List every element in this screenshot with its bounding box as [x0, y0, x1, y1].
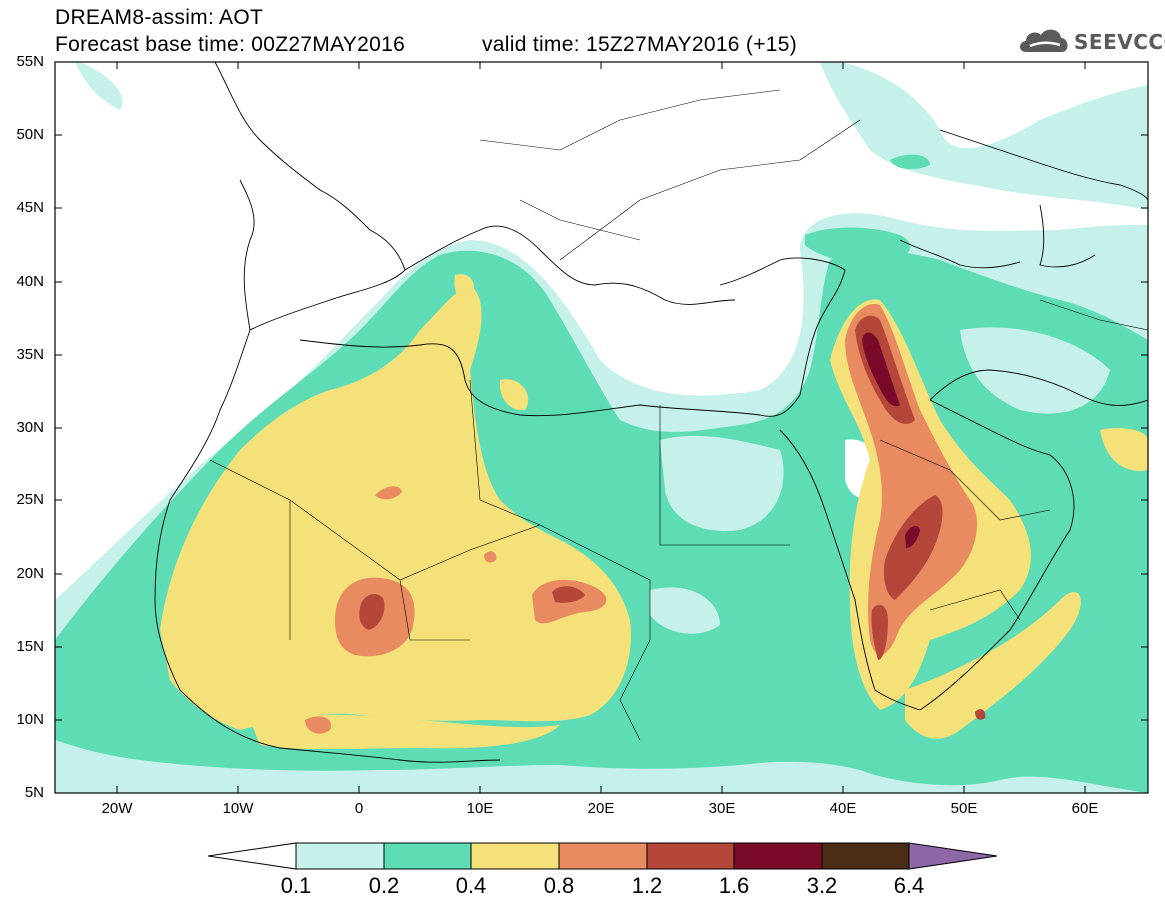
lon-label-50e: 50E — [950, 800, 978, 817]
lon-label-30e: 30E — [708, 800, 736, 817]
forecast-base-time: Forecast base time: 00Z27MAY2016 — [55, 33, 406, 56]
colorbar-label-0.2: 0.2 — [368, 873, 400, 898]
lat-label-15n: 15N — [16, 638, 44, 655]
lat-label-10n: 10N — [16, 711, 44, 728]
aot-contour-0.8-niger — [484, 551, 497, 563]
lon-label-10w: 10W — [222, 800, 254, 817]
colorbar-label-0.1: 0.1 — [280, 873, 312, 898]
lon-label-20w: 20W — [101, 800, 133, 817]
coastlines — [154, 62, 1148, 763]
colorbar-segment-below-0.1 — [207, 842, 297, 870]
colorbar — [207, 842, 998, 870]
lat-label-35n: 35N — [16, 346, 44, 363]
aot-hole-chad — [650, 587, 720, 634]
colorbar-label-0.8: 0.8 — [543, 873, 575, 898]
lat-label-30n: 30N — [16, 419, 44, 436]
lat-label-50n: 50N — [16, 126, 44, 143]
valid-time: valid time: 15Z27MAY2016 (+15) — [482, 33, 798, 56]
lat-label-55n: 55N — [16, 53, 44, 70]
colorbar-label-1.2: 1.2 — [631, 873, 663, 898]
aot-contour-0.4-arabian-sea — [905, 591, 1081, 739]
colorbar-segment-above-6.4 — [908, 842, 998, 870]
colorbar-segment-0.1-0.2 — [295, 842, 385, 870]
aot-contour-0.4-sardinia — [454, 274, 475, 302]
aot-hole-egypt — [660, 435, 784, 531]
aot-contour-1.2-arabia — [883, 495, 943, 600]
colorbar-segment-0.4-0.8 — [470, 842, 560, 870]
aot-contour-0.1-north — [820, 62, 1148, 210]
lat-label-45n: 45N — [16, 199, 44, 216]
aot-field — [55, 62, 1148, 793]
colorbar-label-0.4: 0.4 — [455, 873, 487, 898]
seevccc-logo: SEEVCCC — [1016, 24, 1165, 58]
lon-label-40e: 40E — [829, 800, 857, 817]
lat-label-40n: 40N — [16, 273, 44, 290]
aot-hole-iran — [960, 327, 1110, 414]
country-borders — [209, 89, 1148, 741]
colorbar-label-1.6: 1.6 — [718, 873, 750, 898]
colorbar-segment-1.2-1.6 — [646, 842, 735, 870]
aot-contour-0.2-caucasus — [805, 227, 911, 263]
lat-label-5n: 5N — [24, 784, 44, 801]
aot-contour-0.8-guinea — [305, 716, 331, 734]
logo-text: SEEVCCC — [1074, 30, 1165, 54]
aot-contour-1.2-redsea — [871, 604, 888, 660]
colorbar-segment-3.2-6.4 — [821, 842, 910, 870]
colorbar-segment-1.6-3.2 — [733, 842, 823, 870]
product-title: DREAM8-assim: AOT — [55, 6, 264, 29]
lat-label-25n: 25N — [16, 491, 44, 508]
aot-contour-0.2-bulge — [890, 154, 930, 170]
lat-label-20n: 20N — [16, 565, 44, 582]
colorbar-segment-0.8-1.2 — [558, 842, 648, 870]
axis-ticks — [55, 61, 1148, 793]
lon-label-20e: 20E — [587, 800, 615, 817]
lon-label-60e: 60E — [1071, 800, 1099, 817]
aot-contour-0.4-gulf — [1100, 428, 1148, 471]
aot-contour-0.8-algeria — [375, 486, 402, 500]
colorbar-segment-0.2-0.4 — [383, 842, 472, 870]
lon-label-10e: 10E — [466, 800, 494, 817]
cloud-icon — [1020, 29, 1068, 52]
aot-contour-0.1-nw — [75, 62, 123, 110]
aot-contour-0.4-libya — [499, 379, 529, 411]
aot-contour-1.2-chad — [552, 586, 585, 603]
colorbar-label-3.2: 3.2 — [806, 873, 838, 898]
colorbar-label-6.4: 6.4 — [893, 873, 925, 898]
aot-contour-1.6-arabia — [905, 525, 920, 548]
aot-contour-1.6-iraq — [862, 332, 900, 407]
aot-contour-1.2-somalia — [975, 709, 986, 720]
aot-contour-0.4-sahara — [160, 285, 631, 730]
aot-contour-1.2-mali — [359, 594, 385, 630]
lon-label-0: 0 — [354, 800, 364, 817]
